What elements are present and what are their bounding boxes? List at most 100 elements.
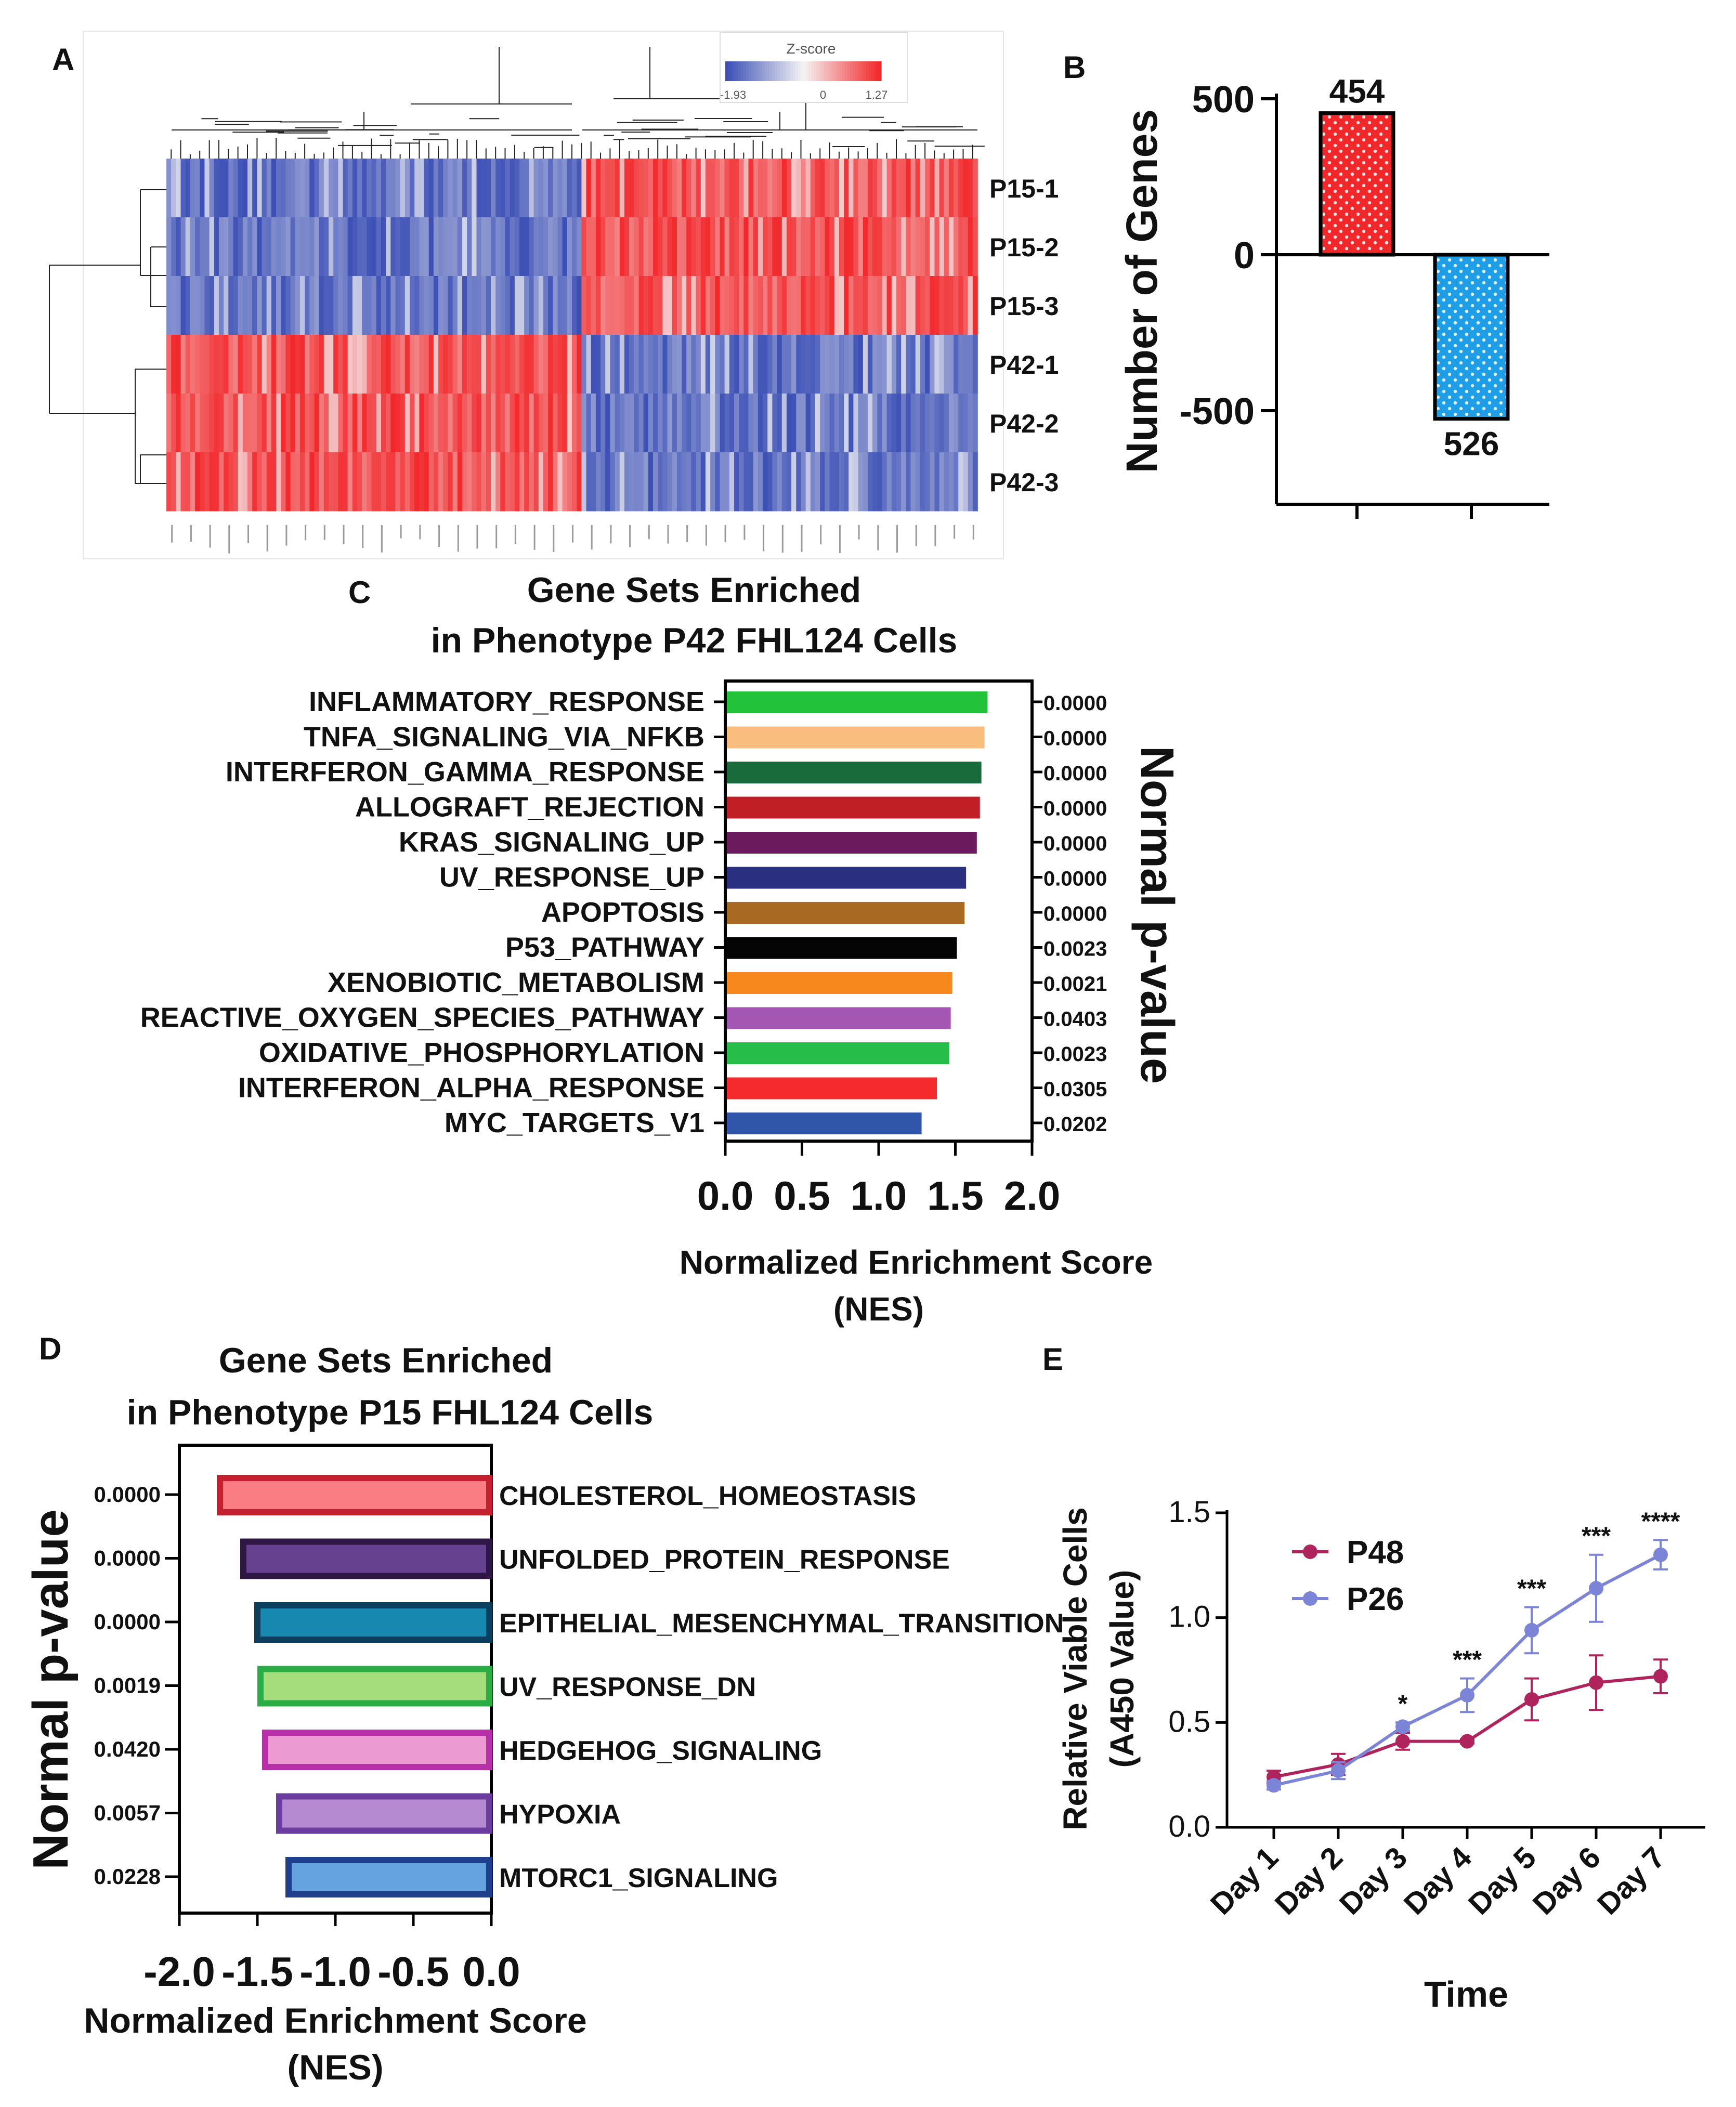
heatmap-cell xyxy=(238,217,243,277)
heatmap-cell xyxy=(910,452,916,512)
heatmap-cell xyxy=(347,276,353,335)
heatmap-cell xyxy=(371,335,377,394)
heatmap-cell xyxy=(796,159,802,218)
colorbar-swatch xyxy=(840,61,843,81)
dendrogram-branch xyxy=(172,112,977,130)
heatmap-cell xyxy=(705,276,711,335)
heatmap-cell xyxy=(180,276,186,335)
heatmap-cell xyxy=(548,276,554,335)
heatmap-cell xyxy=(452,394,458,453)
heatmap-cell xyxy=(920,276,925,335)
heatmap-cell xyxy=(500,159,506,218)
heatmap-cell xyxy=(204,276,210,335)
heatmap-cell xyxy=(476,394,482,453)
heatmap-cell xyxy=(481,335,487,394)
heatmap-cell xyxy=(658,159,663,218)
heatmap-cell xyxy=(252,394,258,453)
heatmap-cell xyxy=(586,159,592,218)
heatmap-cell xyxy=(433,452,439,512)
heatmap-cell xyxy=(524,335,530,394)
heatmap-cell xyxy=(433,394,439,453)
heatmap-cell xyxy=(467,217,473,277)
heatmap-cell xyxy=(548,335,554,394)
heatmap-cell xyxy=(472,159,477,218)
heatmap-cell xyxy=(376,217,382,277)
heatmap-cell xyxy=(591,335,596,394)
heatmap-cell xyxy=(906,452,911,512)
heatmap-cell xyxy=(428,159,434,218)
heatmap-cell xyxy=(195,276,201,335)
heatmap-cell xyxy=(767,217,773,277)
colorbar-swatch xyxy=(824,61,827,81)
heatmap-cell xyxy=(529,452,534,512)
heatmap-cell xyxy=(891,335,897,394)
heatmap-cell xyxy=(262,452,267,512)
heatmap-cell xyxy=(467,452,473,512)
heatmap-cell xyxy=(510,159,515,218)
heatmap-cell xyxy=(390,276,396,335)
heatmap-cell xyxy=(276,335,282,394)
colorbar-swatch xyxy=(741,61,744,81)
heatmap-cell xyxy=(686,335,692,394)
heatmap-cell xyxy=(519,335,525,394)
colorbar-swatch xyxy=(798,61,801,81)
heatmap-cell xyxy=(495,452,501,512)
heatmap-cell xyxy=(414,276,420,335)
c-bar xyxy=(727,867,967,889)
colorbar-max: 1.27 xyxy=(866,88,888,101)
heatmap-cell xyxy=(667,452,673,512)
heatmap-cell xyxy=(462,335,467,394)
heatmap-cell xyxy=(948,276,954,335)
heatmap-cell xyxy=(452,217,458,277)
heatmap-cell xyxy=(247,335,253,394)
heatmap-cell xyxy=(414,217,420,277)
heatmap-cell xyxy=(252,217,258,277)
heatmap-cell xyxy=(834,452,840,512)
d-pvalue-label: 0.0000 xyxy=(94,1482,161,1507)
heatmap-cell xyxy=(424,394,429,453)
heatmap-cell xyxy=(954,394,959,453)
heatmap-cell xyxy=(667,159,673,218)
heatmap-cell xyxy=(314,276,320,335)
heatmap-cell xyxy=(858,452,864,512)
b-y-tick-label: -500 xyxy=(1180,391,1255,433)
heatmap-cell xyxy=(166,394,172,453)
heatmap-cell xyxy=(581,394,587,453)
heatmap-cell xyxy=(299,217,305,277)
colorbar-swatch xyxy=(868,61,871,81)
heatmap-cell xyxy=(724,276,730,335)
heatmap-cell xyxy=(281,159,286,218)
heatmap-cell xyxy=(548,452,554,512)
heatmap-gene-tick xyxy=(896,525,898,553)
heatmap-cell xyxy=(729,394,735,453)
heatmap-cell xyxy=(920,335,925,394)
heatmap-cell xyxy=(896,335,902,394)
heatmap-cell xyxy=(805,217,811,277)
e-data-point xyxy=(1589,1675,1603,1690)
heatmap-cell xyxy=(538,394,544,453)
heatmap-cell xyxy=(682,217,687,277)
heatmap-cell xyxy=(500,452,506,512)
heatmap-cell xyxy=(233,394,239,453)
colorbar-swatch xyxy=(769,61,773,81)
heatmap-cell xyxy=(591,159,596,218)
e-y-tick-label: 0.5 xyxy=(1168,1705,1210,1738)
heatmap-cell xyxy=(505,452,511,512)
heatmap-cell xyxy=(257,217,263,277)
heatmap-cell xyxy=(424,217,429,277)
heatmap-cell xyxy=(395,159,401,218)
heatmap-cell xyxy=(791,452,797,512)
heatmap-cell xyxy=(700,276,706,335)
heatmap-cell xyxy=(591,276,596,335)
heatmap-cell xyxy=(238,394,243,453)
heatmap-cell xyxy=(805,159,811,218)
heatmap-cell xyxy=(524,159,530,218)
heatmap-cell xyxy=(910,394,916,453)
heatmap-cell xyxy=(915,335,921,394)
heatmap-cell xyxy=(972,452,978,512)
heatmap-gene-tick xyxy=(381,525,383,553)
e-data-point xyxy=(1460,1687,1474,1703)
heatmap-cell xyxy=(514,276,520,335)
heatmap-cell xyxy=(877,159,883,218)
heatmap-cell xyxy=(767,452,773,512)
